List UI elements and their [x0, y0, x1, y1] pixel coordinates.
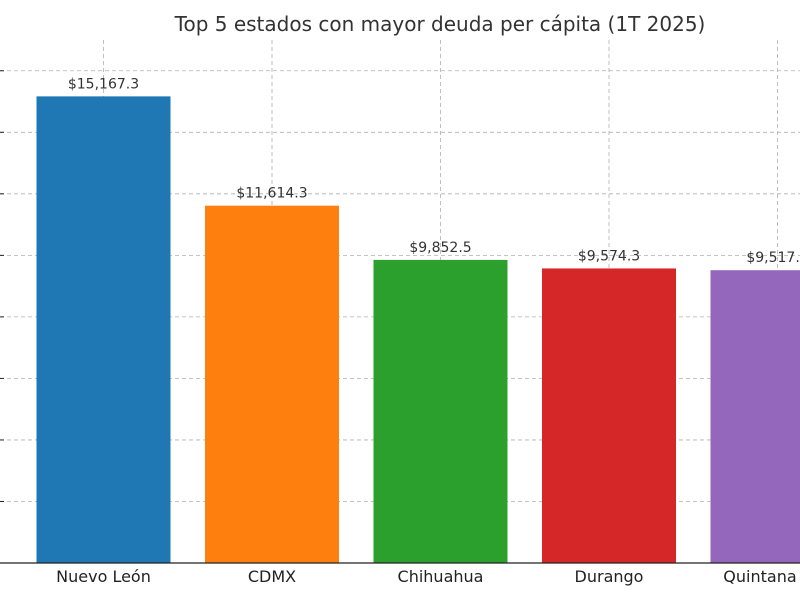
x-tick-label: Quintana Roo	[723, 567, 800, 586]
bar	[710, 270, 800, 563]
x-tick-label: Durango	[575, 567, 644, 586]
chart-title: Top 5 estados con mayor deuda per cápita…	[174, 12, 706, 36]
bar-value-label: $9,852.5	[409, 240, 471, 256]
bar-value-label: $9,574.3	[578, 248, 640, 264]
bars-layer	[36, 96, 800, 563]
bar	[542, 268, 676, 563]
x-tick-label: Chihuahua	[398, 567, 484, 586]
x-tick-label: CDMX	[248, 567, 296, 586]
x-tick-label: Nuevo León	[56, 567, 151, 586]
bar-value-label: $11,614.3	[236, 186, 307, 202]
data-labels-layer: $15,167.3 $11,614.3 $9,852.5 $9,574.3 $9,517…	[68, 76, 800, 266]
bar-value-label: $9,517.0	[746, 250, 800, 266]
bar	[373, 259, 508, 563]
bar	[205, 205, 339, 563]
x-tick-labels-layer: Nuevo León CDMX Chihuahua Durango Quintana R…	[56, 567, 800, 586]
bar-value-label: $15,167.3	[68, 76, 139, 92]
bar	[36, 96, 171, 563]
